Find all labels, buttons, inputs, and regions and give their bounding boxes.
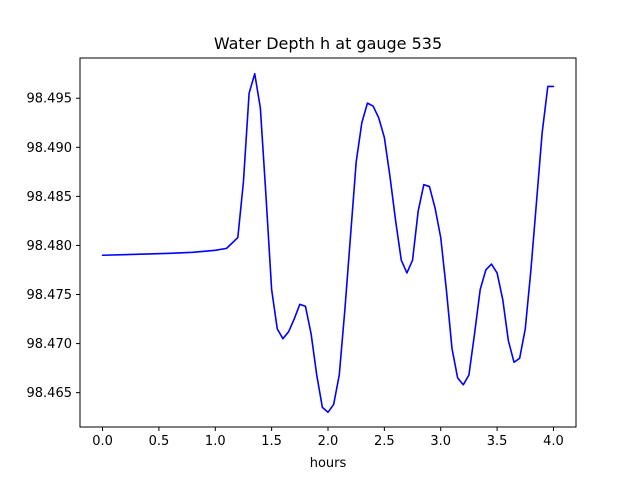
- y-tick-label: 98.470: [27, 337, 73, 352]
- x-tick-label: 2.0: [318, 434, 339, 449]
- x-tick-label: 0.0: [92, 434, 113, 449]
- chart-title: Water Depth h at gauge 535: [214, 34, 442, 53]
- x-tick-label: 0.5: [149, 434, 170, 449]
- plot-area: 0.0 0.5 1.0 1.5 2.0 2.5 3.0 3.5 4.0 98.465 98.470 9…: [27, 57, 577, 449]
- y-tick-label: 98.485: [27, 190, 73, 205]
- series-line-0: [101, 72, 555, 414]
- x-axis-label: hours: [310, 456, 347, 471]
- x-tick-label: 3.5: [487, 434, 508, 449]
- x-tick-label: 1.5: [261, 434, 282, 449]
- y-tick-label: 98.475: [27, 288, 73, 303]
- y-tick-label: 98.465: [27, 386, 73, 401]
- x-tick-label: 4.0: [543, 434, 564, 449]
- y-tick-label: 98.490: [27, 141, 73, 156]
- y-tick-label: 98.480: [27, 239, 73, 254]
- y-tick-label: 98.495: [27, 92, 73, 107]
- x-tick-label: 1.0: [205, 434, 226, 449]
- x-tick-label: 3.0: [430, 434, 451, 449]
- x-tick-label: 2.5: [374, 434, 395, 449]
